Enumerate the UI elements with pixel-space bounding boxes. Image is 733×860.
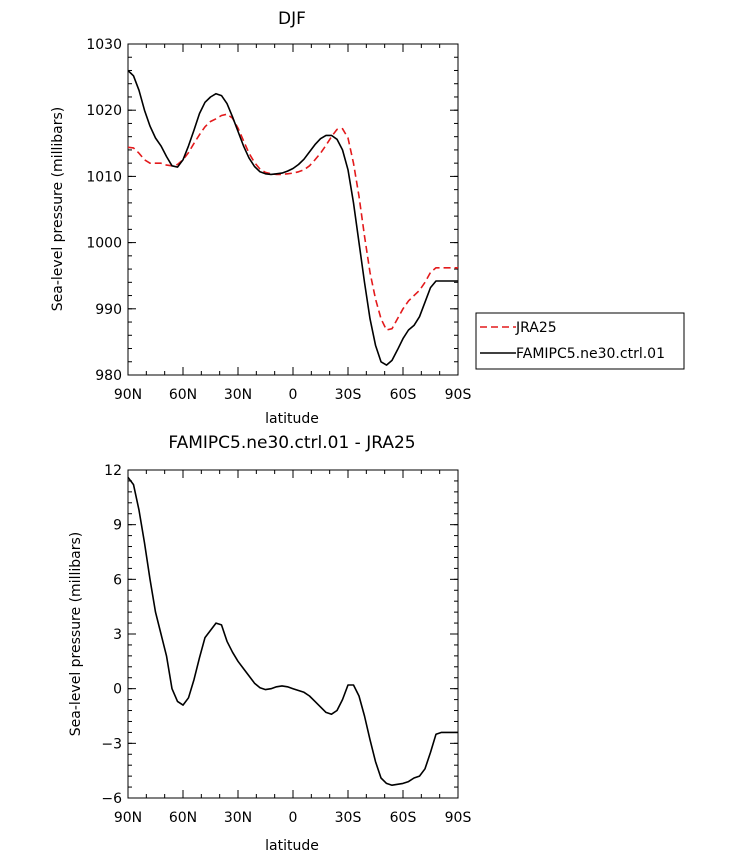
- bottom-axis-ticks: [127, 469, 459, 799]
- top-series-line-1: [127, 69, 458, 366]
- legend-label-jra25: JRA25: [515, 320, 557, 336]
- top-x-tick-label: 90S: [445, 387, 472, 403]
- top-x-tick-label: 30N: [224, 387, 252, 403]
- bottom-y-tick-label: 9: [113, 518, 122, 534]
- bottom-x-axis-label: latitude: [265, 838, 319, 854]
- top-y-tick-label: 1020: [86, 103, 122, 119]
- bottom-x-tick-label: 60S: [390, 810, 417, 826]
- bottom-x-tick-label: 60N: [169, 810, 197, 826]
- top-axis-ticks: [127, 43, 459, 376]
- top-y-axis-label: Sea-level pressure (millibars): [50, 107, 66, 311]
- bottom-series-lines: [127, 476, 458, 787]
- bottom-x-tick-label: 0: [289, 810, 298, 826]
- top-series-line-0: [127, 113, 458, 331]
- legend-box: [475, 312, 685, 370]
- top-x-tick-label: 0: [289, 387, 298, 403]
- bottom-x-tick-label: 90S: [445, 810, 472, 826]
- bottom-y-tick-label: −6: [101, 791, 122, 807]
- top-series-lines: [127, 69, 458, 366]
- top-x-tick-label: 90N: [114, 387, 142, 403]
- legend: JRA25 FAMIPC5.ne30.ctrl.01: [475, 312, 685, 370]
- top-y-tick-label: 1030: [86, 37, 122, 53]
- top-x-tick-label: 30S: [335, 387, 362, 403]
- top-chart-title: DJF: [278, 9, 306, 29]
- bottom-y-tick-labels: −6 −3 0 3 6 9 12: [101, 463, 122, 807]
- bottom-series-line-0: [127, 476, 458, 787]
- bottom-y-tick-label: 0: [113, 682, 122, 698]
- top-y-tick-labels: 980 990 1000 1010 1020 1030: [86, 37, 122, 384]
- legend-label-famipc5: FAMIPC5.ne30.ctrl.01: [516, 346, 665, 362]
- bottom-y-tick-label: 12: [104, 463, 122, 479]
- bottom-y-tick-label: 6: [113, 572, 122, 588]
- top-panel: DJF 90N 60N 30N 0 30S 60S 90S 980 990 1000 1010 10…: [50, 9, 471, 427]
- bottom-x-tick-label: 90N: [114, 810, 142, 826]
- bottom-panel: FAMIPC5.ne30.ctrl.01 - JRA25 90N 60N 30N 0 3…: [68, 433, 471, 854]
- bottom-x-tick-label: 30S: [335, 810, 362, 826]
- top-y-tick-label: 980: [95, 368, 122, 384]
- bottom-y-tick-label: −3: [101, 736, 122, 752]
- top-y-tick-label: 1010: [86, 169, 122, 185]
- top-plot-frame: [127, 43, 459, 376]
- bottom-x-tick-labels: 90N 60N 30N 0 30S 60S 90S: [114, 810, 472, 826]
- top-x-tick-label: 60S: [390, 387, 417, 403]
- bottom-y-tick-label: 3: [113, 627, 122, 643]
- top-x-tick-labels: 90N 60N 30N 0 30S 60S 90S: [114, 387, 472, 403]
- top-y-tick-label: 1000: [86, 236, 122, 252]
- bottom-y-axis-label: Sea-level pressure (millibars): [68, 532, 84, 736]
- top-x-tick-label: 60N: [169, 387, 197, 403]
- top-y-tick-label: 990: [95, 302, 122, 318]
- top-x-axis-label: latitude: [265, 411, 319, 427]
- bottom-plot-frame: [127, 469, 459, 799]
- bottom-x-tick-label: 30N: [224, 810, 252, 826]
- bottom-chart-title: FAMIPC5.ne30.ctrl.01 - JRA25: [168, 433, 415, 453]
